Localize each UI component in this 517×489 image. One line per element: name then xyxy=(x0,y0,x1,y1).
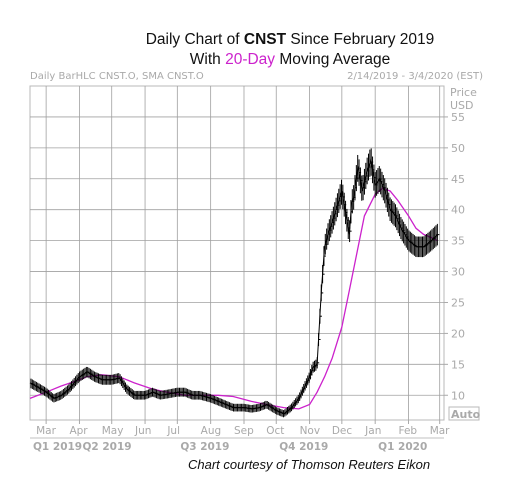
x-month-label: Feb xyxy=(399,425,418,437)
y-axis-currency-label: USD xyxy=(450,99,474,112)
x-month-label: Jul xyxy=(166,425,180,437)
subtitle-highlight: 20-Day xyxy=(225,51,276,68)
y-tick-label: 30 xyxy=(451,266,465,279)
auto-scale-label: Auto xyxy=(451,408,481,421)
y-tick-label: 10 xyxy=(451,389,465,402)
date-range-header: 2/14/2019 - 3/4/2020 (EST) xyxy=(347,71,483,82)
x-quarter-label: Q1 2019 xyxy=(33,441,82,453)
title-prefix: Daily Chart of xyxy=(145,31,244,48)
x-quarter-label: Q1 2020 xyxy=(378,441,427,453)
instrument-header: Daily BarHLC CNST.O, SMA CNST.O xyxy=(30,71,204,82)
x-month-label: May xyxy=(102,425,124,437)
subtitle-prefix: With xyxy=(189,51,226,68)
x-month-label: Nov xyxy=(300,425,321,437)
auto-scale-button[interactable] xyxy=(448,406,480,421)
chart-title-line-1: Daily Chart of CNST Since February 2019 xyxy=(60,31,517,49)
y-tick-label: 20 xyxy=(451,327,465,340)
y-tick-label: 40 xyxy=(451,204,465,217)
title-ticker: CNST xyxy=(243,31,287,48)
x-month-label: Mar xyxy=(36,425,56,437)
x-quarter-label: Q2 2019 xyxy=(82,441,131,453)
subtitle-suffix: Moving Average xyxy=(275,51,391,68)
y-axis-price-label: Price xyxy=(450,86,477,99)
x-month-label: Oct xyxy=(266,425,284,437)
y-tick-label: 50 xyxy=(451,142,465,155)
x-axis: Mar Apr May Jun Jul Aug Sep Oct Nov Dec Jan Feb MarQ… xyxy=(30,420,450,453)
y-tick-label: 25 xyxy=(451,296,465,309)
chart-credit: Chart courtesy of Thomson Reuters Eikon xyxy=(188,457,431,472)
x-quarter-label: Q4 2019 xyxy=(279,441,328,453)
x-quarter-label: Q3 2019 xyxy=(180,441,229,453)
x-month-label: Mar xyxy=(430,425,450,437)
x-month-label: Jan xyxy=(364,425,381,437)
price-bars-layer xyxy=(29,148,440,418)
y-tick-label: 35 xyxy=(451,235,465,248)
title-suffix: Since February 2019 xyxy=(286,31,435,48)
y-tick-label: 55 xyxy=(451,111,465,124)
x-month-label: Apr xyxy=(69,425,88,437)
y-tick-label: 15 xyxy=(451,358,465,371)
x-month-label: Jun xyxy=(134,425,151,437)
x-month-label: Sep xyxy=(234,425,254,437)
x-month-label: Aug xyxy=(201,425,222,437)
y-axis: Price USD Auto 10 15 20 25 30 35 40 45 50 55 xyxy=(444,86,481,421)
chart-title-line-2: With 20-Day Moving Average xyxy=(60,51,517,69)
x-month-label: Dec xyxy=(332,425,353,437)
y-tick-label: 45 xyxy=(451,173,465,186)
